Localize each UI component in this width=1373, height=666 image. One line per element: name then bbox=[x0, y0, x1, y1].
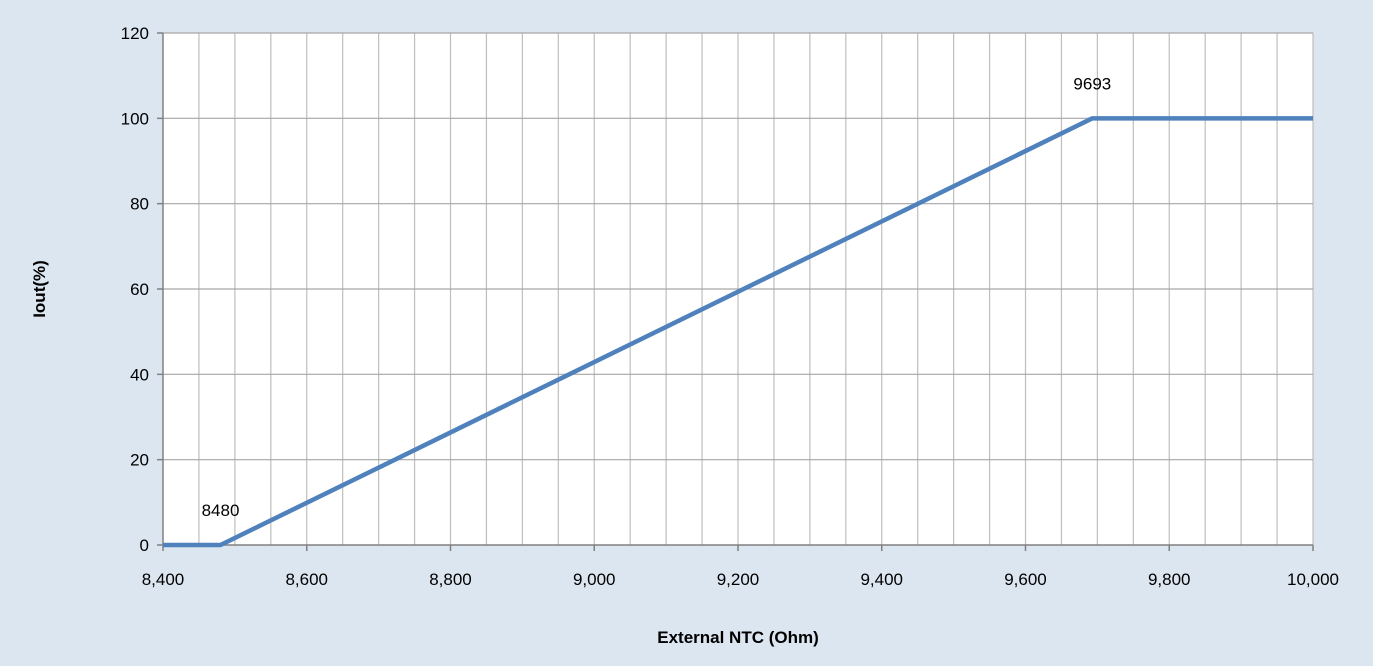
x-tick-label: 8,400 bbox=[142, 570, 185, 589]
y-tick-label: 100 bbox=[121, 109, 149, 128]
y-tick-label: 40 bbox=[130, 365, 149, 384]
x-tick-label: 8,800 bbox=[429, 570, 472, 589]
y-axis-title: Iout(%) bbox=[30, 260, 49, 318]
series-line bbox=[163, 116, 1313, 548]
y-tick-label: 120 bbox=[121, 24, 149, 43]
x-tick-label: 9,400 bbox=[860, 570, 903, 589]
x-tick-label: 9,600 bbox=[1004, 570, 1047, 589]
x-axis-title: External NTC (Ohm) bbox=[657, 628, 819, 647]
y-tick-label: 0 bbox=[140, 536, 149, 555]
data-label: 8480 bbox=[202, 501, 240, 520]
series-layer bbox=[163, 116, 1313, 548]
x-tick-label: 9,200 bbox=[717, 570, 760, 589]
y-tick-label: 20 bbox=[130, 451, 149, 470]
x-tick-label: 8,600 bbox=[285, 570, 328, 589]
axes bbox=[157, 32, 1314, 551]
labels: 0 20 40 60 80 100 120 8,400 8,600 8,800 9,000 9,200… bbox=[30, 24, 1339, 647]
y-tick-label: 60 bbox=[130, 280, 149, 299]
x-tick-label: 9,000 bbox=[573, 570, 616, 589]
x-tick-label: 10,000 bbox=[1287, 570, 1339, 589]
x-tick-label: 9,800 bbox=[1148, 570, 1191, 589]
gridlines bbox=[163, 32, 1314, 545]
data-label: 9693 bbox=[1073, 74, 1111, 93]
y-tick-label: 80 bbox=[130, 195, 149, 214]
